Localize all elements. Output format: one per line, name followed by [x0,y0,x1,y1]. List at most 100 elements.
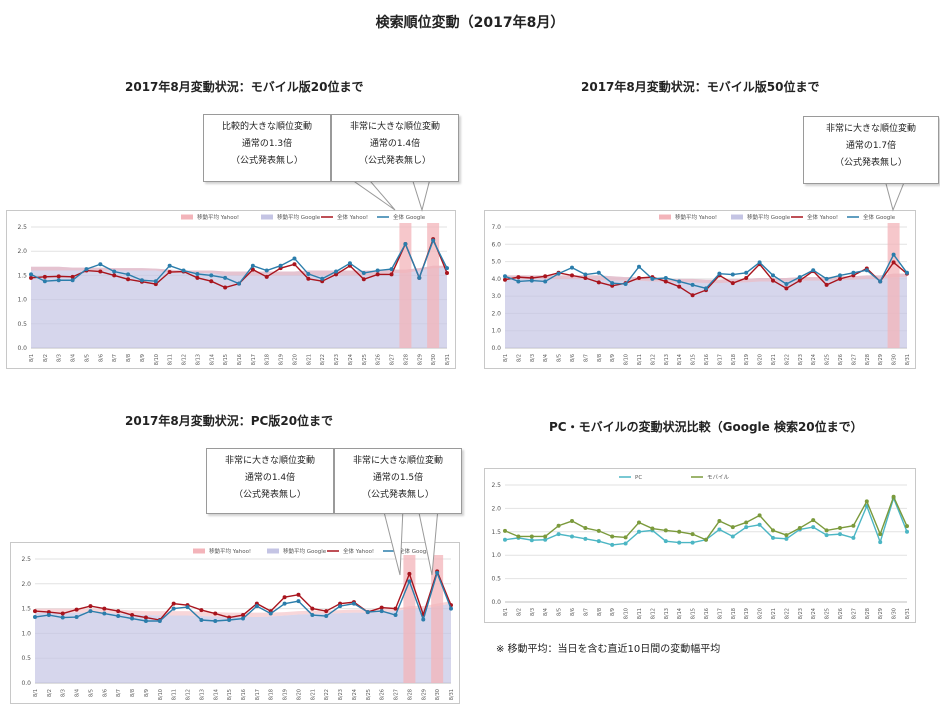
section-title-mobile20: 2017年8月変動状況：モバイル版20位まで [125,80,364,94]
data-point [797,526,802,531]
data-point [421,617,426,622]
y-tick-label: 2.5 [17,224,27,231]
x-tick-label: 8/27 [394,689,400,700]
x-tick-label: 8/6 [570,354,576,362]
x-tick-label: 8/26 [838,608,844,619]
data-point [171,606,176,611]
x-tick-label: 8/14 [677,354,683,365]
data-point [98,262,103,267]
x-tick-label: 8/7 [583,608,589,616]
x-tick-label: 8/22 [784,354,790,365]
section-title-mobile50: 2017年8月変動状況：モバイル版50位まで [581,80,820,94]
callout-line: 非常に大きな順位変動 [825,124,916,134]
data-point [98,269,103,274]
x-tick-label: 8/15 [227,689,233,700]
data-point [209,279,214,284]
x-tick-label: 8/30 [431,354,437,365]
data-point [529,538,534,543]
chart-panel-compare: 0.0 0.5 1.0 1.5 2.0 2.5 8/1 8/2 8/3 8/4 8/5 8/6 8/7 8… [484,468,916,623]
x-tick-label: 8/18 [269,689,275,700]
x-tick-label: 8/10 [624,608,630,619]
section-title-compare: PC・モバイルの変動状況比較（Google 検索20位まで） [549,420,863,434]
callout-line: 比較的大きな順位変動 [221,122,312,132]
data-point [29,272,33,277]
data-point [46,613,51,618]
data-point [126,272,131,277]
x-tick-label: 8/28 [403,354,409,365]
data-point [637,275,641,280]
data-point [223,275,228,280]
data-point [282,601,287,606]
x-tick-label: 8/13 [195,354,201,365]
data-point [797,278,802,283]
x-tick-label: 8/31 [445,354,451,365]
data-point [637,529,641,534]
y-tick-label: 1.0 [491,552,501,559]
data-point [361,270,366,275]
x-tick-label: 8/17 [717,354,723,365]
data-point [324,614,329,619]
section-title-pc20: 2017年8月変動状況：PC版20位まで [125,414,334,428]
callout-line: （公式発表無し） [233,490,306,500]
page-title: 検索順位変動（2017年8月） [375,15,565,31]
legend-label: 全体 Google [393,213,426,221]
x-tick-label: 8/27 [851,354,857,365]
x-tick-label: 8/14 [213,689,219,700]
legend-label: 全体 Yahoo! [807,213,838,221]
moving-average-yahoo-area [505,273,907,284]
data-point [690,293,695,298]
callout-line: 通常の1.5倍 [372,473,424,483]
data-point [623,541,628,546]
data-point [503,274,507,279]
data-point [241,613,245,618]
moving-average-yahoo-area [35,601,451,618]
data-point [650,276,655,281]
data-point [199,618,204,623]
data-point [213,619,218,623]
data-point [209,273,214,278]
x-tick-label: 8/21 [771,354,777,365]
y-tick-label: 0.5 [21,655,31,662]
data-point [143,615,148,620]
x-tick-label: 8/10 [154,354,160,365]
legend-label: 全体 Google [863,213,896,221]
data-point [185,605,190,610]
callout-line: 通常の1.3倍 [241,139,293,149]
data-point [704,537,708,542]
data-point [42,279,47,284]
moving-average-google-area [35,603,451,683]
x-tick-label: 8/9 [610,354,616,362]
data-point [744,275,749,280]
x-tick-label: 8/17 [251,354,257,365]
data-point [623,282,628,287]
x-tick-label: 8/11 [172,689,178,700]
x-tick-label: 8/17 [255,689,261,700]
x-tick-label: 8/19 [279,354,285,365]
y-tick-label: 6.0 [491,241,501,248]
x-tick-label: 8/7 [112,354,118,362]
callout-line: 通常の1.4倍 [244,473,296,483]
data-point [583,536,588,541]
data-point [334,272,339,277]
data-point [389,272,394,277]
highlight-column [427,223,440,348]
y-tick-label: 1.5 [491,529,501,536]
callout-line: 非常に大きな順位変動 [349,122,440,132]
y-tick-label: 2.5 [21,556,31,563]
legend-label: 移動平均 Google [277,213,321,221]
moving-average-google-area [31,265,447,348]
x-tick-label: 8/10 [624,354,630,365]
y-tick-label: 0.0 [491,599,501,606]
x-tick-label: 8/27 [390,354,396,365]
data-point [784,533,789,538]
x-tick-label: 8/8 [597,608,603,616]
x-tick-label: 8/30 [892,354,898,365]
data-point [181,268,186,273]
data-point [503,537,507,542]
data-point [407,571,412,576]
x-tick-label: 8/12 [650,608,656,619]
data-point [878,540,883,545]
legend-label: モバイル [707,474,730,481]
x-tick-label: 8/25 [362,354,368,365]
data-point [74,615,79,620]
